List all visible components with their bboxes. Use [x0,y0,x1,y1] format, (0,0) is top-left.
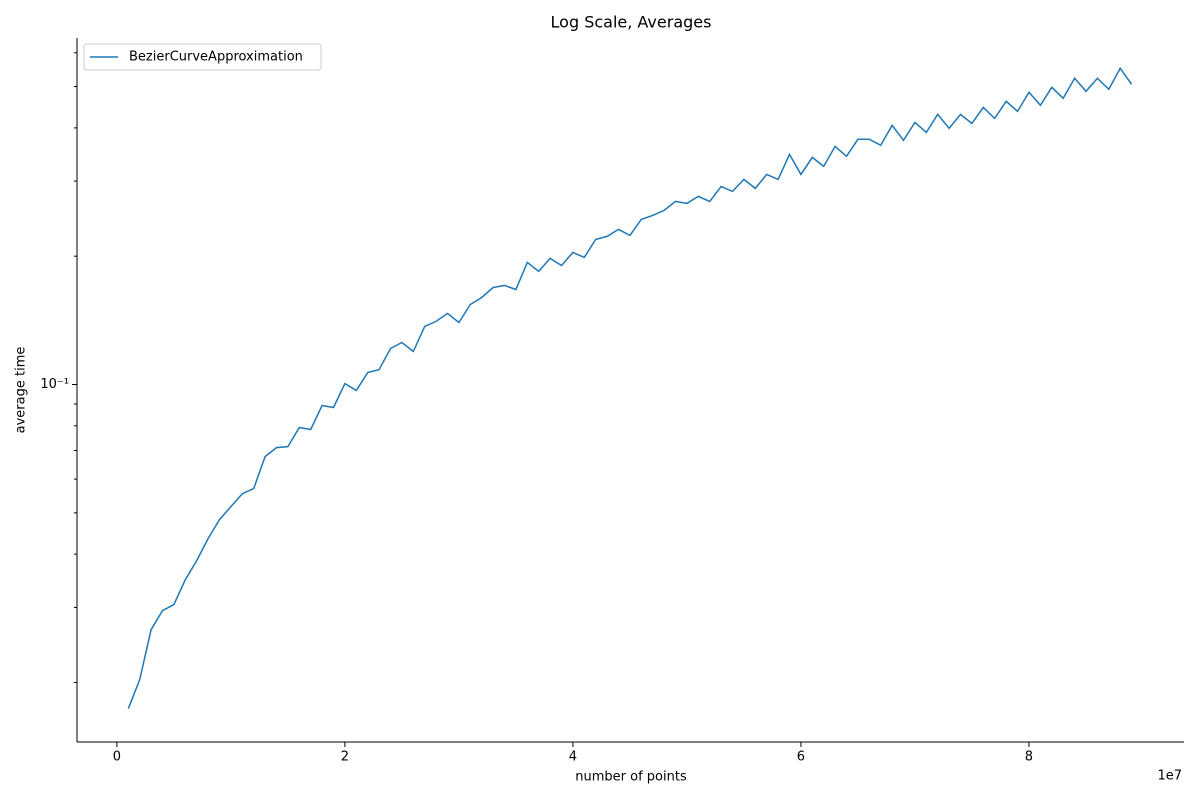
data-line [127,66,1133,709]
y-axis-label: average time [14,347,29,434]
x-tick-label: 4 [569,750,577,765]
legend-box [83,43,322,71]
x-tick-label: 0 [113,750,121,765]
x-tick-label: 8 [1025,750,1033,765]
x-offset-label: 1e7 [1157,769,1182,784]
chart-title: Log Scale, Averages [551,13,712,32]
x-tick-label: 2 [341,750,349,765]
x-axis-label: number of points [575,770,687,785]
legend: BezierCurveApproximation [83,43,322,71]
y-tick-label: 10⁻¹ [40,377,69,392]
x-tick-label: 6 [797,750,805,765]
legend-label: BezierCurveApproximation [129,50,303,65]
